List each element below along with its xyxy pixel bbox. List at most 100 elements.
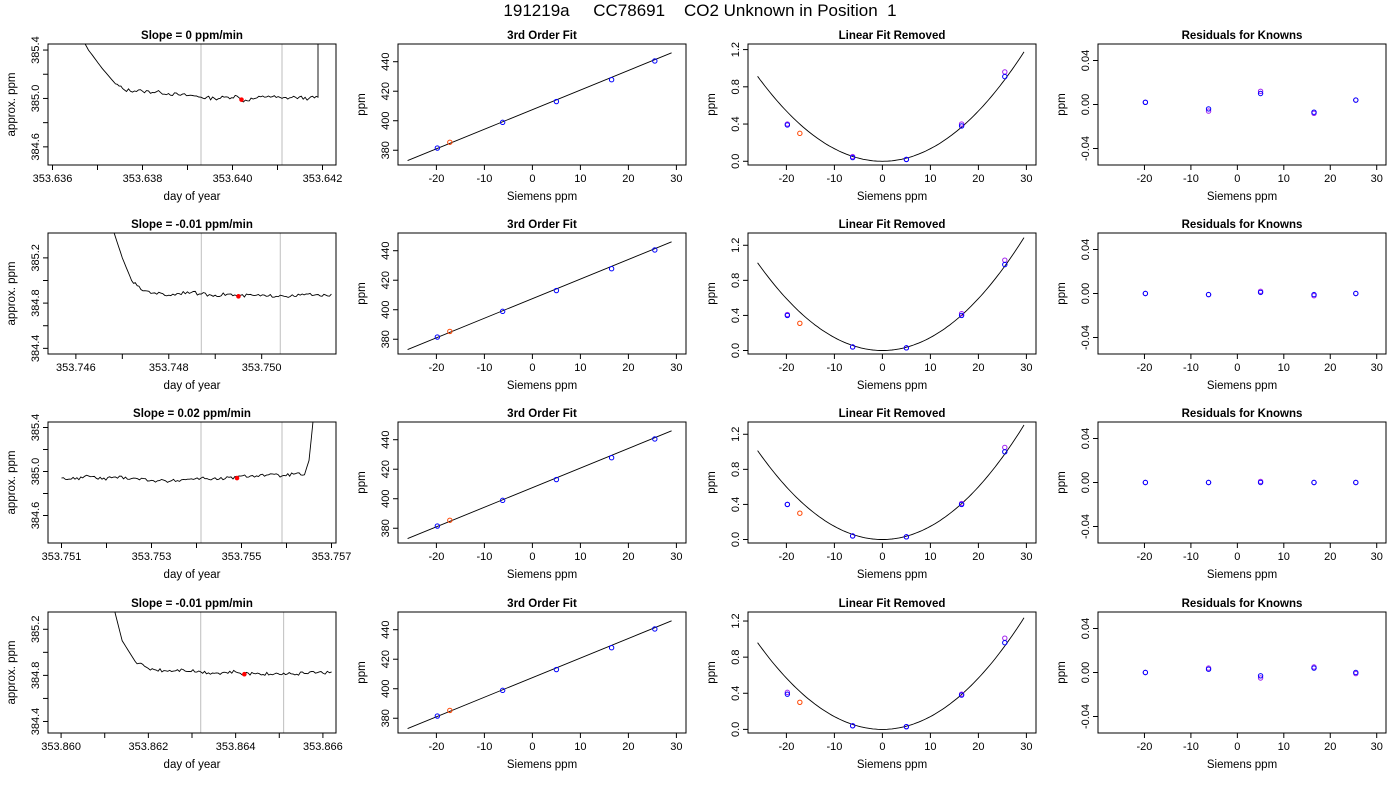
residual-point	[1257, 88, 1264, 94]
panel-fit-2: 3rd Order Fit -20 -10 0 10 20 30 380 400 420 440 Si…	[350, 217, 700, 407]
y-tick-label: 420	[380, 460, 392, 478]
y-axis-label: ppm	[706, 93, 718, 115]
known-point	[1002, 640, 1008, 646]
x-tick-label: 0	[1234, 362, 1240, 374]
x-axis-label: Siemens ppm	[507, 380, 577, 392]
known-point	[958, 501, 965, 508]
x-tick-label: 20	[972, 741, 984, 753]
plot-frame	[747, 611, 1037, 734]
y-axis-label: ppm	[706, 282, 718, 304]
x-tick-label: -20	[1136, 362, 1152, 374]
known-point	[784, 312, 791, 319]
x-tick-label: -20	[1136, 741, 1152, 753]
y-tick-label: 0.00	[1080, 662, 1092, 683]
chart-title: Linear Fit Removed	[839, 408, 946, 420]
chart-raw-4: Slope = -0.01 ppm/min 353.860 353.862 353.8…	[6, 598, 343, 771]
y-tick-label: 400	[380, 680, 392, 698]
x-tick-label: 20	[622, 362, 634, 374]
chart-title: Residuals for Knowns	[1182, 30, 1303, 42]
x-tick-label: 10	[574, 362, 586, 374]
plot-frame	[397, 421, 687, 544]
x-tick-label: 353.640	[213, 173, 253, 185]
y-tick-label: -0.04	[1080, 325, 1092, 350]
plot-frame	[747, 232, 1037, 355]
y-tick-label: 384.4	[30, 708, 42, 736]
panel-resid-3: Residuals for Knowns -20 -10 0 10 20 30 -0.04 0.…	[1050, 406, 1400, 596]
x-tick-label: 0	[529, 173, 535, 185]
unknown-point	[447, 328, 453, 335]
y-tick-label: 385.4	[30, 414, 42, 442]
known-point	[553, 287, 560, 294]
x-tick-label: -20	[778, 362, 794, 374]
residual-point	[1353, 97, 1359, 103]
residual-point	[1257, 675, 1264, 681]
known-point	[784, 122, 791, 128]
y-tick-label: 0.00	[1080, 283, 1092, 304]
known-point	[1002, 449, 1008, 455]
plot-frame	[47, 43, 337, 166]
chart-title: Slope = 0.02 ppm/min	[133, 408, 251, 420]
x-tick-label: -10	[826, 362, 842, 374]
plot-frame	[1097, 421, 1387, 544]
x-tick-label: -10	[826, 551, 842, 563]
fit-curve	[407, 52, 672, 161]
y-tick-label: 420	[380, 82, 392, 100]
known-point	[434, 523, 441, 529]
x-tick-label: 30	[670, 551, 682, 563]
residual-point	[1142, 290, 1149, 297]
residual-point	[1205, 666, 1212, 672]
residual-point	[1142, 479, 1149, 486]
x-tick-label: 30	[670, 173, 682, 185]
fit-curve	[407, 241, 672, 350]
known-point	[849, 344, 856, 350]
x-axis-label: Siemens ppm	[1207, 569, 1277, 581]
residual-point	[1257, 90, 1264, 97]
y-tick-label: 1.2	[730, 238, 742, 253]
y-tick-label: 385.0	[30, 458, 42, 486]
panel-linrm-3: Linear Fit Removed -20 -10 0 10 20 30 0.0 0.4 0.8…	[700, 406, 1050, 596]
unknown-point	[797, 320, 803, 327]
x-axis-label: day of year	[164, 191, 221, 203]
known-point	[903, 723, 910, 730]
x-axis-label: Siemens ppm	[857, 569, 927, 581]
x-tick-label: -10	[1183, 173, 1199, 185]
y-axis-label: ppm	[1056, 282, 1068, 304]
concentration-trace	[61, 422, 314, 483]
x-tick-label: 20	[972, 173, 984, 185]
chart-linrm-3: Linear Fit Removed -20 -10 0 10 20 30 0.0 0.4 0.8…	[706, 408, 1037, 581]
x-tick-label: 30	[1371, 741, 1383, 753]
alt-point	[1002, 635, 1008, 641]
fit-curve	[407, 430, 672, 539]
x-tick-label: 0	[879, 362, 885, 374]
x-tick-label: 20	[1324, 362, 1336, 374]
y-tick-label: 0.8	[730, 462, 742, 477]
chart-title: Linear Fit Removed	[839, 30, 946, 42]
x-axis-label: Siemens ppm	[507, 759, 577, 771]
x-tick-label: -20	[778, 551, 794, 563]
y-tick-label: 0.4	[730, 308, 742, 323]
y-tick-label: 0.4	[730, 497, 742, 512]
x-tick-label: 0	[529, 362, 535, 374]
x-tick-label: 0	[1234, 741, 1240, 753]
unknown-point	[797, 510, 803, 516]
x-tick-label: 10	[924, 741, 936, 753]
y-axis-label: ppm	[706, 471, 718, 493]
panel-resid-1: Residuals for Knowns -20 -10 0 10 20 30 -0.04 0.…	[1050, 28, 1400, 218]
y-tick-label: 380	[380, 709, 392, 727]
x-tick-label: 20	[1324, 551, 1336, 563]
chart-resid-3: Residuals for Knowns -20 -10 0 10 20 30 -0.04 0.…	[1056, 408, 1387, 581]
known-point	[553, 476, 560, 483]
residual-point	[1205, 106, 1212, 112]
plot-frame	[397, 232, 687, 355]
x-tick-label: 353.751	[42, 551, 82, 563]
chart-resid-4: Residuals for Knowns -20 -10 0 10 20 30 -0.04 0.…	[1056, 598, 1387, 771]
x-tick-label: 20	[622, 173, 634, 185]
panel-raw-4: Slope = -0.01 ppm/min 353.860 353.862 353.8…	[0, 596, 350, 786]
panel-raw-3: Slope = 0.02 ppm/min 353.751 353.753 353.75…	[0, 406, 351, 596]
chart-title: Residuals for Knowns	[1182, 408, 1303, 420]
panel-linrm-1: Linear Fit Removed -20 -10 0 10 20 30 0.0 0.4 0.8…	[700, 28, 1050, 218]
y-tick-label: 440	[380, 53, 392, 71]
x-tick-label: 30	[1020, 173, 1032, 185]
y-tick-label: 1.2	[730, 427, 742, 442]
fit-curve	[407, 620, 672, 729]
